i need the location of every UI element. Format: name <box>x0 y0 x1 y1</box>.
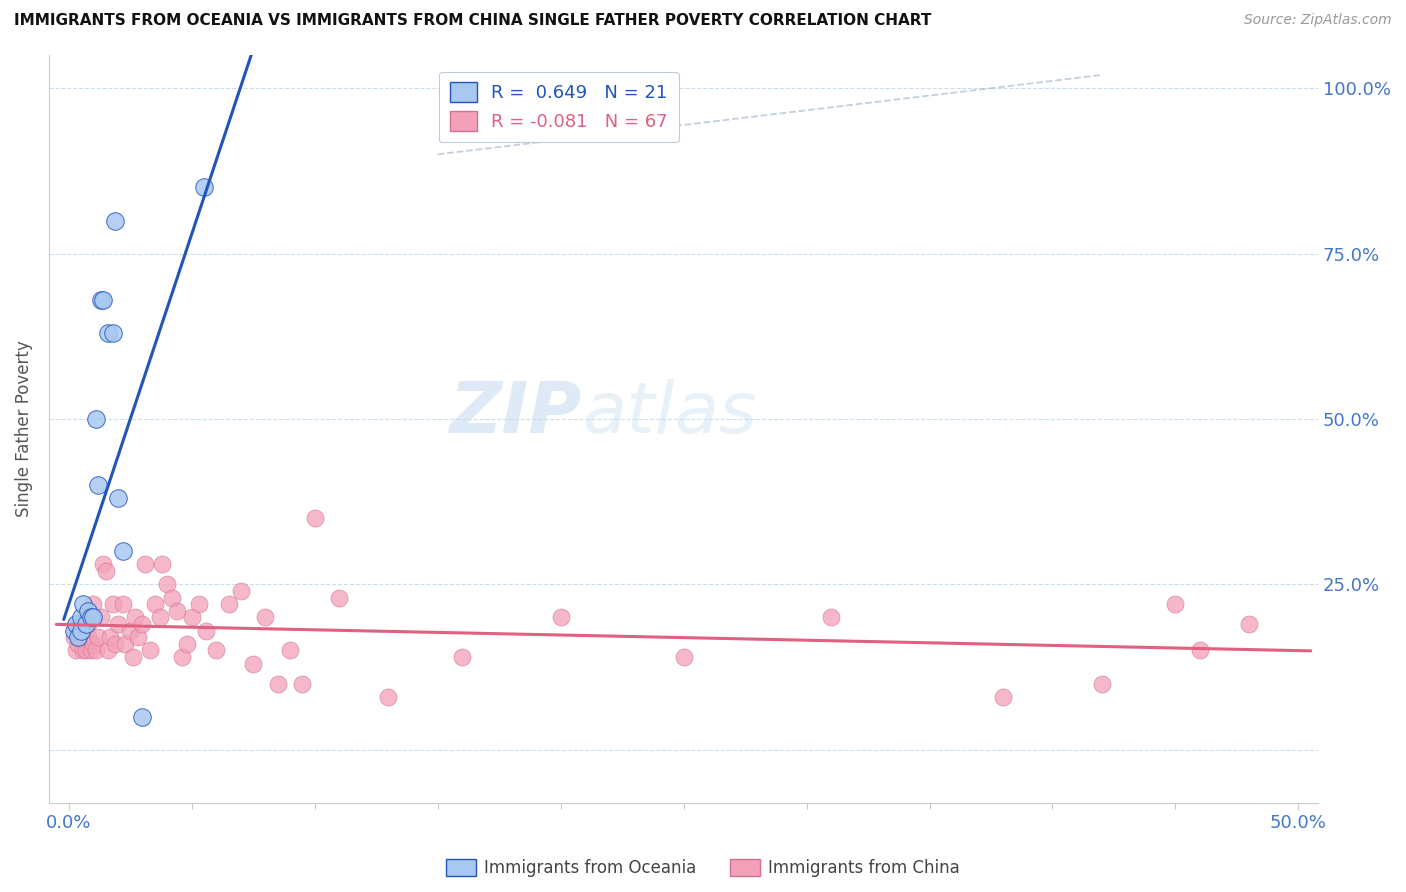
Point <box>91 558 114 572</box>
Point <box>195 624 218 638</box>
Text: ZIP: ZIP <box>450 379 582 449</box>
Point <box>104 637 127 651</box>
Point <box>205 643 228 657</box>
Point <box>62 630 84 644</box>
Point <box>87 630 110 644</box>
Point <box>267 676 290 690</box>
Point <box>62 624 84 638</box>
Legend: Immigrants from Oceania, Immigrants from China: Immigrants from Oceania, Immigrants from… <box>439 852 967 884</box>
Point <box>143 597 166 611</box>
Point <box>124 610 146 624</box>
Point <box>84 412 107 426</box>
Point <box>242 657 264 671</box>
Point <box>80 610 103 624</box>
Point <box>87 478 110 492</box>
Point <box>111 597 134 611</box>
Point <box>67 624 90 638</box>
Point <box>176 637 198 651</box>
Point <box>70 624 93 638</box>
Point <box>72 643 94 657</box>
Point <box>90 610 112 624</box>
Point <box>254 610 277 624</box>
Point <box>229 583 252 598</box>
Point <box>451 650 474 665</box>
Point <box>75 643 97 657</box>
Point <box>820 610 842 624</box>
Point <box>70 610 93 624</box>
Point <box>170 650 193 665</box>
Text: Source: ZipAtlas.com: Source: ZipAtlas.com <box>1244 13 1392 28</box>
Point <box>193 180 215 194</box>
Point <box>91 293 114 307</box>
Point <box>97 326 120 340</box>
Point <box>1189 643 1212 657</box>
Point <box>101 326 124 340</box>
Point <box>77 630 100 644</box>
Point <box>278 643 301 657</box>
Point <box>150 558 173 572</box>
Point <box>377 690 399 704</box>
Point <box>72 630 94 644</box>
Point <box>304 511 326 525</box>
Point <box>180 610 202 624</box>
Point <box>80 643 103 657</box>
Point <box>97 643 120 657</box>
Point <box>111 544 134 558</box>
Point <box>70 617 93 632</box>
Point <box>65 643 87 657</box>
Point <box>100 630 122 644</box>
Point <box>84 643 107 657</box>
Point <box>156 577 179 591</box>
Point <box>131 617 153 632</box>
Point <box>107 617 129 632</box>
Point <box>107 491 129 506</box>
Point <box>1091 676 1114 690</box>
Point <box>75 617 97 632</box>
Point <box>72 597 94 611</box>
Point <box>1164 597 1187 611</box>
Point <box>75 610 97 624</box>
Point <box>1239 617 1261 632</box>
Point <box>550 610 572 624</box>
Point <box>160 591 183 605</box>
Point <box>94 564 117 578</box>
Point <box>121 650 143 665</box>
Point <box>82 597 104 611</box>
Point <box>134 558 156 572</box>
Point <box>72 617 94 632</box>
Point <box>77 617 100 632</box>
Point <box>672 650 695 665</box>
Point <box>101 597 124 611</box>
Point <box>82 637 104 651</box>
Point <box>65 617 87 632</box>
Point <box>90 293 112 307</box>
Point <box>67 630 90 644</box>
Point <box>328 591 350 605</box>
Point <box>70 630 93 644</box>
Point <box>104 213 127 227</box>
Point <box>993 690 1015 704</box>
Legend: R =  0.649   N = 21, R = -0.081   N = 67: R = 0.649 N = 21, R = -0.081 N = 67 <box>439 71 679 142</box>
Point <box>166 604 188 618</box>
Point <box>188 597 211 611</box>
Point <box>114 637 136 651</box>
Point <box>291 676 314 690</box>
Point <box>67 637 90 651</box>
Point <box>65 617 87 632</box>
Point <box>82 610 104 624</box>
Point <box>77 604 100 618</box>
Point <box>120 624 142 638</box>
Point <box>139 643 162 657</box>
Text: IMMIGRANTS FROM OCEANIA VS IMMIGRANTS FROM CHINA SINGLE FATHER POVERTY CORRELATI: IMMIGRANTS FROM OCEANIA VS IMMIGRANTS FR… <box>14 13 931 29</box>
Point <box>131 709 153 723</box>
Point <box>127 630 149 644</box>
Point <box>149 610 172 624</box>
Point <box>218 597 240 611</box>
Text: atlas: atlas <box>582 379 756 449</box>
Y-axis label: Single Father Poverty: Single Father Poverty <box>15 341 32 517</box>
